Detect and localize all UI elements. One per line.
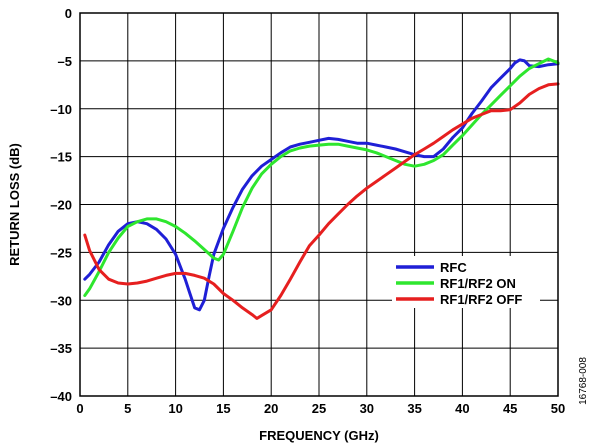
x-tick-label: 0	[76, 401, 83, 416]
x-axis-title: FREQUENCY (GHz)	[259, 428, 379, 443]
y-tick-label: –20	[50, 198, 72, 213]
y-tick-label: –35	[50, 341, 72, 356]
plot-lines	[83, 57, 560, 320]
x-tick-label: 5	[124, 401, 131, 416]
legend-label-1: RFC	[440, 260, 467, 275]
y-tick-label: –25	[50, 245, 72, 260]
plot-frame	[79, 12, 559, 397]
series-line-1	[83, 58, 560, 312]
x-tick-label: 40	[455, 401, 469, 416]
x-tick-label: 35	[407, 401, 421, 416]
x-tick-label: 45	[503, 401, 517, 416]
x-tick-label: 10	[168, 401, 182, 416]
series-line-2	[83, 57, 560, 297]
legend-label-2: RF1/RF2 ON	[440, 276, 516, 291]
legend-label-3: RF1/RF2 OFF	[440, 292, 522, 307]
y-tick-labels: 0 –5 –10 –15 –20 –25 –30 –35 –40	[50, 6, 72, 404]
y-tick-label: 0	[65, 6, 72, 21]
x-tick-label: 50	[551, 401, 565, 416]
x-tick-label: 25	[312, 401, 326, 416]
figure-id: 16768-008	[578, 357, 589, 405]
x-tick-label: 20	[264, 401, 278, 416]
y-tick-label: –10	[50, 102, 72, 117]
y-tick-label: –5	[58, 54, 72, 69]
grid	[79, 12, 559, 397]
x-tick-label: 30	[360, 401, 374, 416]
y-axis-title: RETURN LOSS (dB)	[7, 143, 22, 266]
x-tick-label: 15	[216, 401, 230, 416]
y-tick-label: –15	[50, 150, 72, 165]
series-line-3	[83, 82, 560, 320]
y-tick-label: –30	[50, 293, 72, 308]
y-tick-label: –40	[50, 389, 72, 404]
x-tick-labels: 0 5 10 15 20 25 30 35 40 45 50	[76, 401, 565, 416]
